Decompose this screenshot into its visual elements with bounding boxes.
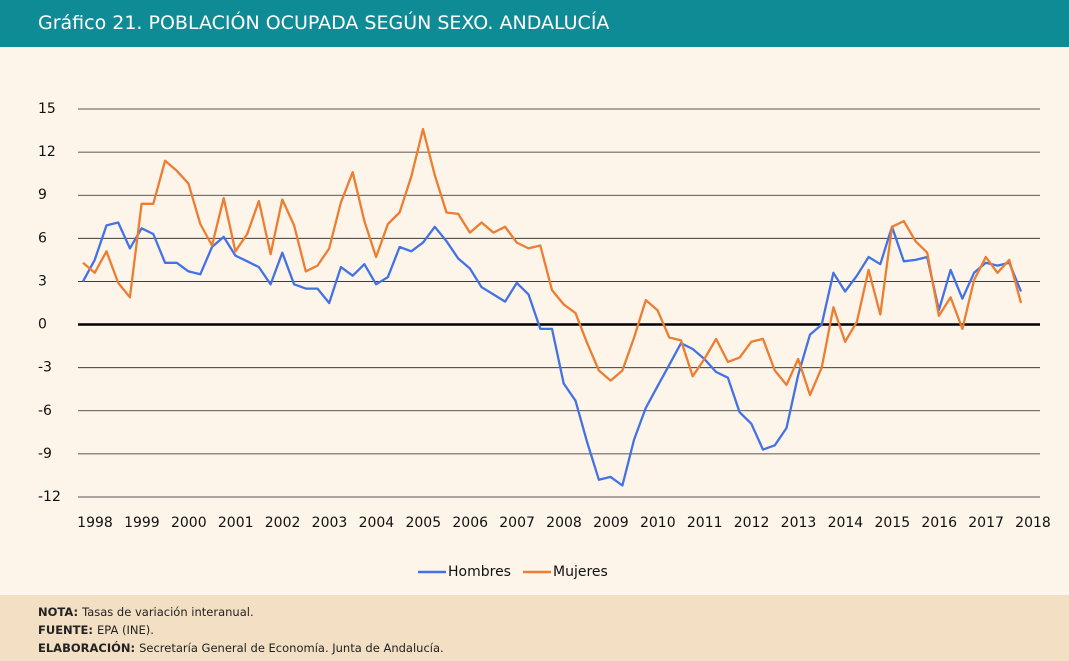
x-tick-label: 2000: [171, 515, 207, 531]
line-series: [82, 127, 1023, 397]
y-tick-label: 15: [38, 101, 56, 117]
x-tick-label: 2007: [499, 515, 535, 531]
note-text: EPA (INE).: [96, 623, 154, 637]
x-tick-label: 1999: [124, 515, 160, 531]
x-tick-label: 2005: [405, 515, 441, 531]
legend-label: Mujeres: [553, 564, 608, 580]
x-tick-label: 2017: [968, 515, 1004, 531]
x-tick-label: 1998: [77, 515, 113, 531]
notes: NOTA: Tasas de variación interanual. FUENT…: [0, 595, 1069, 661]
x-tick-label: 2008: [546, 515, 582, 531]
x-tick-label: 2011: [687, 515, 723, 531]
note: ELABORACIÓN: Secretaría General de Econom…: [38, 639, 1069, 657]
note-text: Secretaría General de Economía. Junta de…: [139, 641, 444, 655]
y-tick-label: 9: [38, 187, 47, 203]
x-tick-label: 2014: [828, 515, 864, 531]
x-tick-label: 2018: [1015, 515, 1051, 531]
y-tick-label: -12: [38, 489, 61, 505]
x-tick-label: 2003: [312, 515, 348, 531]
note-text: Tasas de variación interanual.: [82, 605, 254, 619]
x-tick-label: 2010: [640, 515, 676, 531]
line-series: [81, 221, 1023, 487]
y-tick-label: 12: [38, 144, 56, 160]
x-tick-label: 2009: [593, 515, 629, 531]
note-label: ELABORACIÓN:: [38, 641, 136, 655]
header: Gráfico 21. POBLACIÓN OCUPADA SEGÚN SEXO…: [0, 0, 1069, 47]
x-tick-label: 2004: [359, 515, 395, 531]
y-tick-label: 6: [38, 230, 47, 246]
x-tick-label: 2015: [874, 515, 910, 531]
x-tick-label: 2002: [265, 515, 301, 531]
y-tick-label: 0: [38, 317, 47, 333]
chart: -12 -9 -6 -3 0 3 6 9 12 15 1998 1999 2000 2001 2002 200…: [38, 101, 1051, 580]
note-label: NOTA:: [38, 605, 79, 619]
y-tick-label: 3: [38, 273, 47, 289]
note-label: FUENTE:: [38, 623, 93, 637]
y-tick-label: -3: [38, 360, 52, 376]
x-tick-label: 2013: [781, 515, 817, 531]
x-tick-label: 2006: [452, 515, 488, 531]
y-tick-label: -6: [38, 403, 52, 419]
x-tick-label: 2012: [734, 515, 770, 531]
note: NOTA: Tasas de variación interanual.: [38, 603, 1069, 621]
y-tick-label: -9: [38, 446, 52, 462]
note: FUENTE: EPA (INE).: [38, 621, 1069, 639]
legend-label: Hombres: [448, 564, 511, 580]
x-tick-label: 2001: [218, 515, 254, 531]
x-tick-label: 2016: [921, 515, 957, 531]
